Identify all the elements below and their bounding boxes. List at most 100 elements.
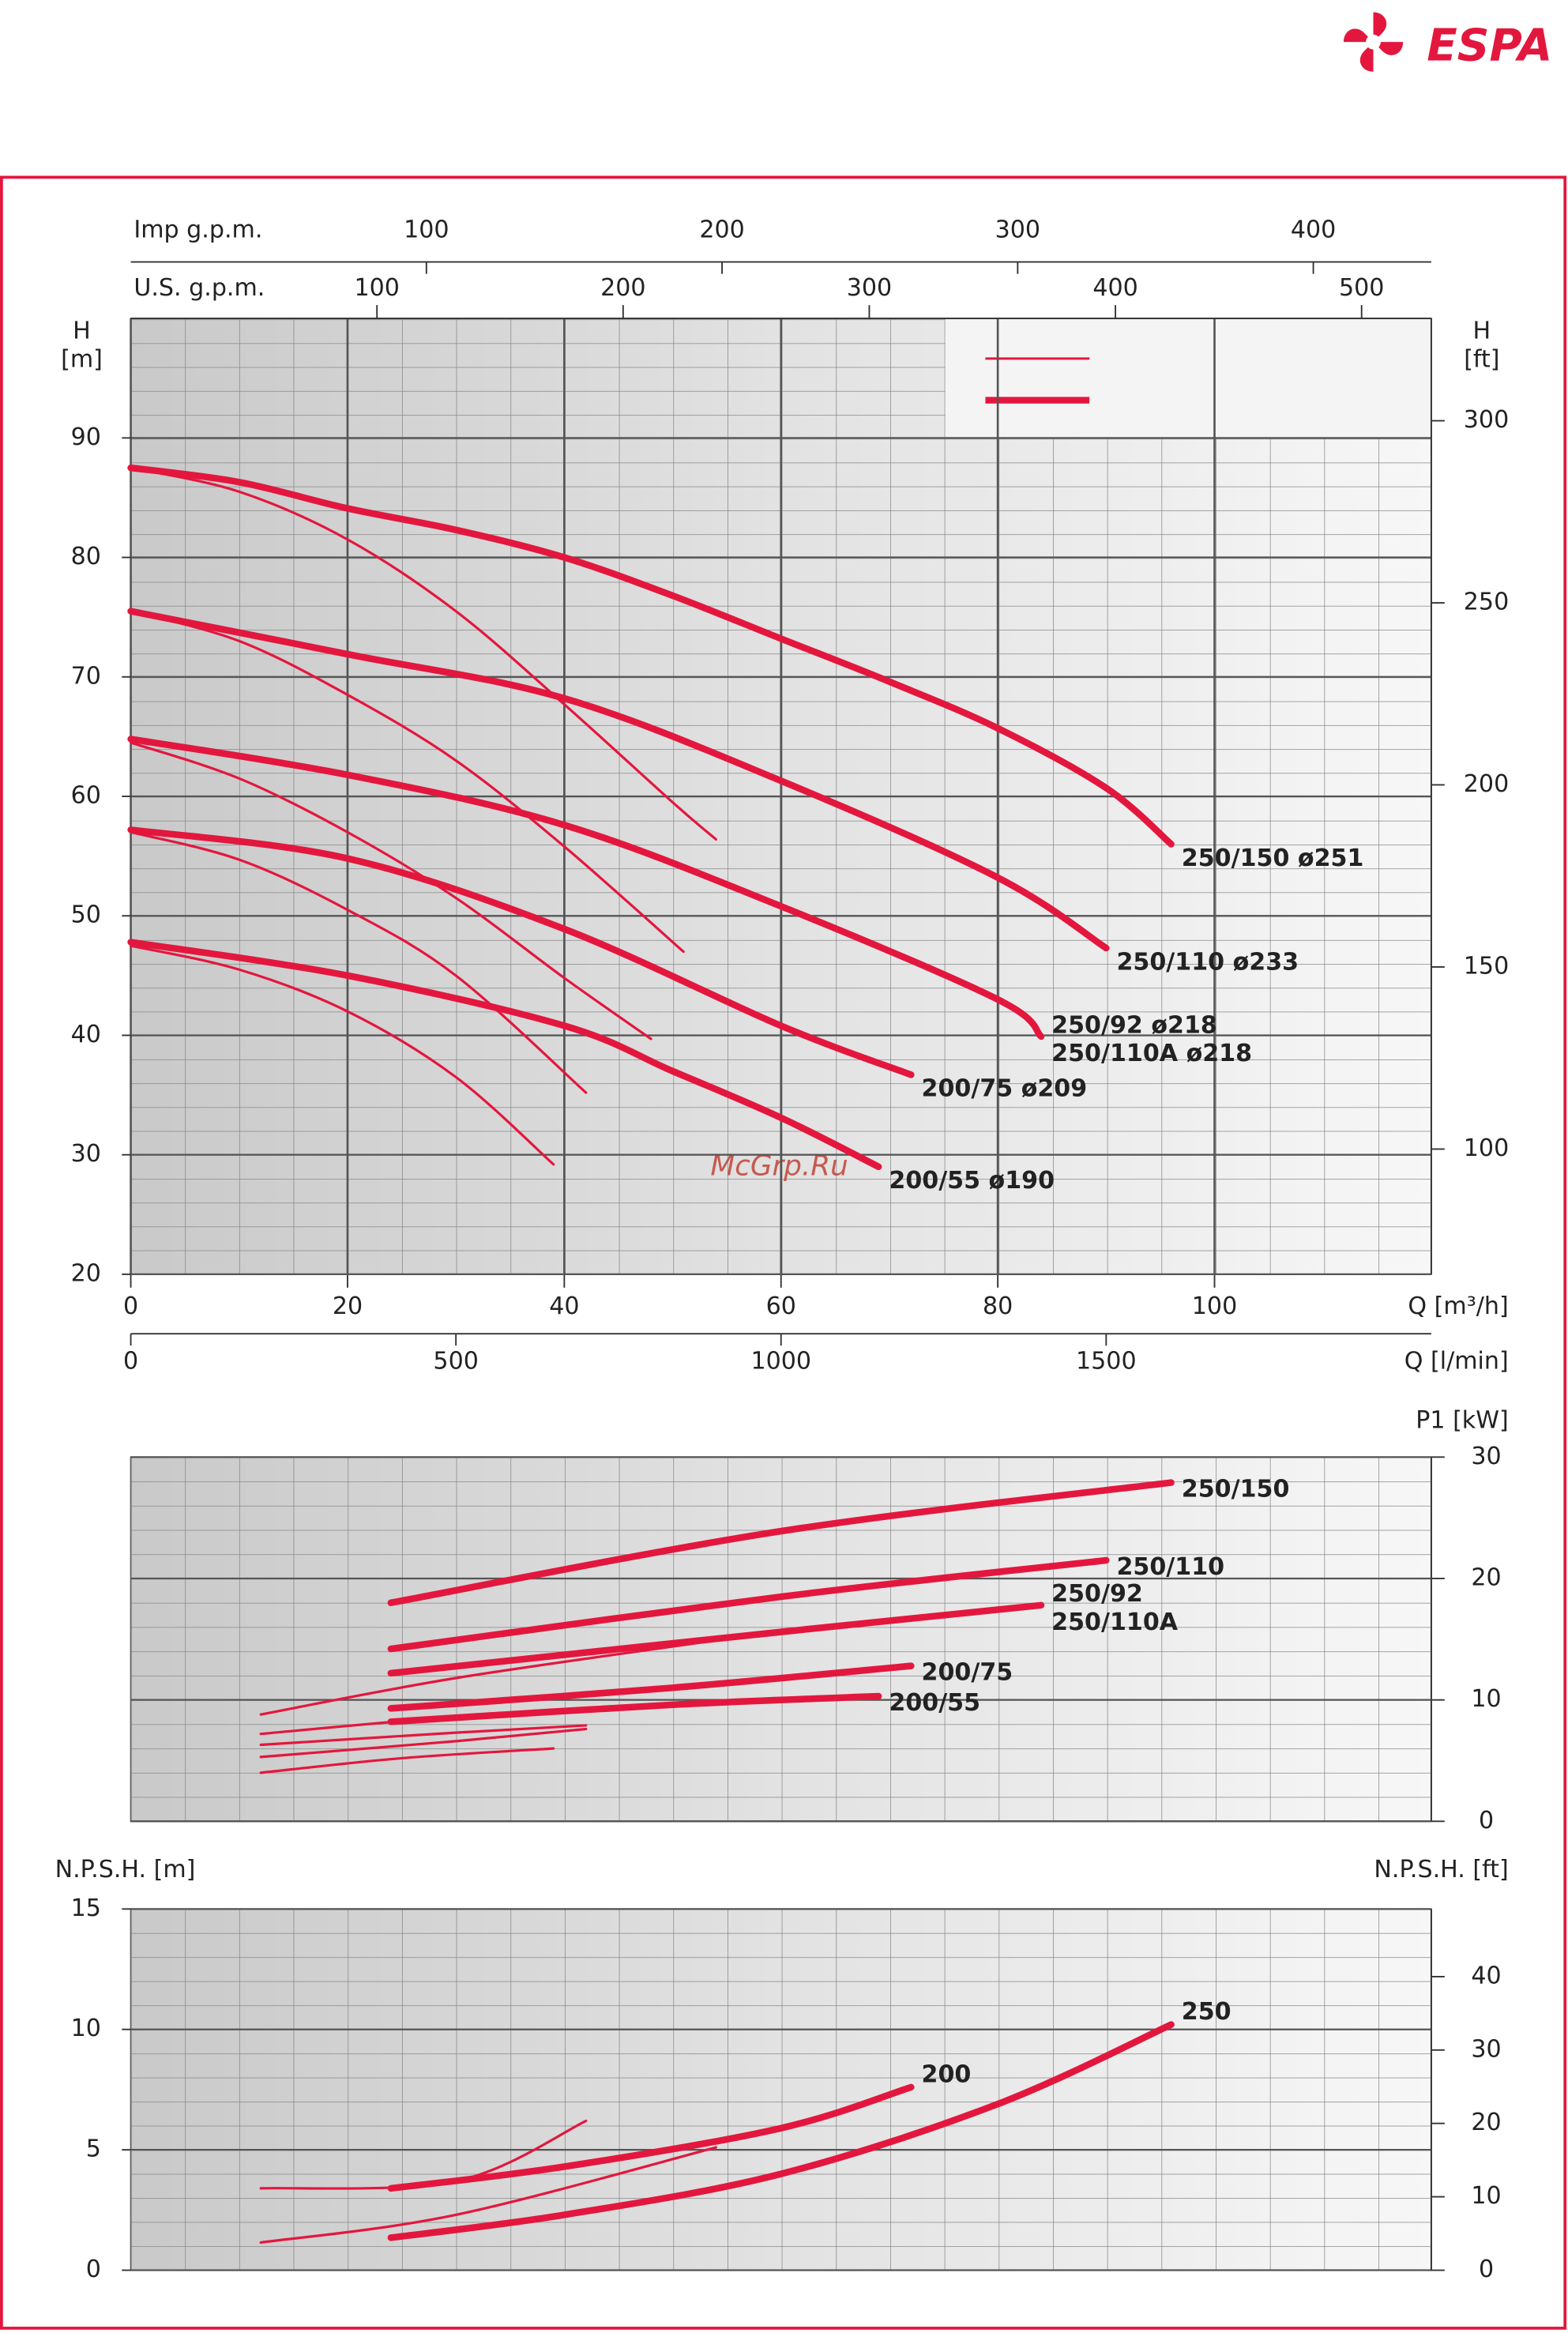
- y-tick-label: 60: [71, 782, 101, 810]
- curve-label: 200/75 ø209: [922, 1075, 1088, 1103]
- x-tick-label: 20: [333, 1293, 363, 1320]
- y2-tick-label: 100: [1464, 1135, 1509, 1162]
- y2-tick-label: 150: [1464, 952, 1509, 980]
- curve: [387, 1601, 1045, 1677]
- x-axis-label: U.S. g.p.m.: [133, 274, 265, 302]
- curve: [259, 1724, 588, 1747]
- x-axis-label: Q [m³/h]: [1408, 1293, 1508, 1320]
- curve: [259, 2146, 718, 2245]
- y2-tick-label: 300: [1464, 406, 1509, 434]
- y-axis-label: H: [73, 318, 91, 345]
- y2-tick-label: 0: [1479, 2256, 1494, 2283]
- x-tick-label: 0: [123, 1347, 138, 1375]
- curve: [129, 466, 718, 841]
- curve-label: 250/150 ø251: [1182, 845, 1364, 872]
- curve: [129, 944, 555, 1166]
- curve-label: 250/150: [1182, 1476, 1290, 1503]
- y2-tick-label: 30: [1471, 2035, 1501, 2063]
- y2-tick-label: 10: [1471, 2182, 1501, 2210]
- y2-tick-label: 20: [1471, 2109, 1501, 2136]
- y2-tick-label: 250: [1464, 589, 1509, 616]
- x-axis-label: Imp g.p.m.: [133, 216, 262, 244]
- minor-grid: [130, 1909, 1431, 2271]
- curve: [259, 1747, 555, 1774]
- y-tick-label: 40: [71, 1021, 101, 1048]
- y2-tick-label: 10: [1471, 1685, 1501, 1713]
- y-tick-label: 70: [71, 662, 101, 690]
- curve: [387, 2021, 1175, 2241]
- x-tick-label: 200: [699, 216, 744, 244]
- curve: [127, 736, 1045, 1040]
- y-axis-label: N.P.S.H. [m]: [55, 1856, 196, 1883]
- x-tick-label: 60: [766, 1293, 796, 1320]
- y-tick-label: 15: [71, 1895, 101, 1922]
- y2-axis-label: H: [1473, 318, 1491, 345]
- curve-label: 250/110A: [1051, 1609, 1179, 1636]
- y-tick-label: 90: [71, 423, 101, 451]
- x-tick-label: 80: [983, 1293, 1013, 1320]
- x-tick-label: 100: [1192, 1293, 1237, 1320]
- y2-axis-label: P1 [kW]: [1416, 1407, 1509, 1435]
- x-tick-label: 400: [1092, 274, 1137, 302]
- curve: [387, 1662, 915, 1712]
- curve: [387, 1556, 1110, 1653]
- curve: [387, 1479, 1175, 1606]
- curve: [259, 1706, 652, 1736]
- curve: [129, 610, 685, 954]
- x-tick-label: 300: [995, 216, 1040, 244]
- curve: [129, 741, 652, 1040]
- x-tick-label: 100: [404, 216, 449, 244]
- legend-box: [945, 318, 1431, 439]
- curve: [127, 608, 1110, 952]
- curve: [127, 826, 915, 1078]
- y-tick-label: 50: [71, 901, 101, 929]
- y2-tick-label: 200: [1464, 770, 1509, 798]
- y2-tick-label: 30: [1471, 1443, 1501, 1470]
- y-tick-label: 10: [71, 2015, 101, 2042]
- x-tick-label: 500: [433, 1347, 478, 1375]
- logo-text: ESPA: [1427, 20, 1552, 71]
- y-tick-label: 80: [71, 543, 101, 570]
- x-tick-label: 300: [847, 274, 892, 302]
- curve-label: 250/92 ø218: [1051, 1011, 1217, 1039]
- curve: [129, 830, 588, 1094]
- x-tick-label: 200: [600, 274, 645, 302]
- curve: [259, 1727, 588, 1759]
- curve-label: 250/110: [1116, 1553, 1224, 1581]
- x-tick-label: 1000: [750, 1347, 811, 1375]
- y-tick-label: 5: [86, 2135, 101, 2163]
- logo-icon: [1343, 12, 1404, 72]
- y2-tick-label: 40: [1471, 1962, 1501, 1989]
- y-tick-label: 20: [71, 1259, 101, 1287]
- x-tick-label: 500: [1339, 274, 1384, 302]
- curve: [259, 2119, 588, 2190]
- curve-label: 200/55: [889, 1689, 980, 1717]
- curve-label: 250/110 ø233: [1116, 948, 1299, 976]
- curve-label: 250/92: [1051, 1580, 1143, 1608]
- x-tick-label: 0: [123, 1293, 138, 1320]
- x-tick-label: 400: [1291, 216, 1336, 244]
- y2-tick-label: 0: [1479, 1807, 1494, 1834]
- x-tick-label: 1500: [1076, 1347, 1137, 1375]
- curve: [127, 464, 1175, 848]
- curve: [259, 1639, 718, 1716]
- x-tick-label: 100: [354, 274, 399, 302]
- curve-label: 200: [922, 2060, 972, 2088]
- y2-axis-label: N.P.S.H. [ft]: [1374, 1856, 1508, 1883]
- frame: [0, 175, 1567, 2330]
- x-tick-label: 40: [549, 1293, 579, 1320]
- curve-label: 200/55 ø190: [889, 1167, 1055, 1195]
- x-axis-label: Q [l/min]: [1404, 1347, 1509, 1375]
- y-tick-label: 30: [71, 1140, 101, 1168]
- curve-label: 250/110A ø218: [1051, 1040, 1252, 1067]
- curve: [127, 939, 882, 1171]
- y2-axis-label: [ft]: [1464, 345, 1499, 373]
- y-tick-label: 0: [86, 2256, 101, 2283]
- curve-label: 200/75: [922, 1659, 1013, 1687]
- minor-grid: [130, 1457, 1431, 1822]
- y2-tick-label: 20: [1471, 1563, 1501, 1591]
- y-axis-label: [m]: [61, 345, 103, 373]
- curve-label: 250: [1182, 1998, 1231, 2026]
